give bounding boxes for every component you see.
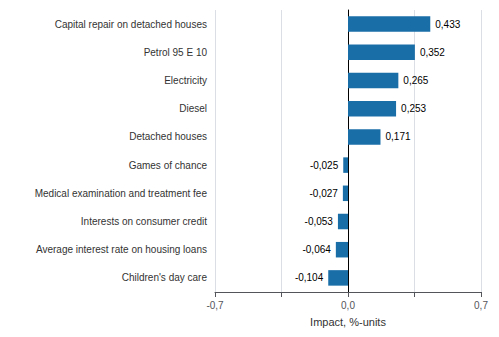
svg-text:0,0: 0,0	[341, 300, 355, 311]
svg-text:Capital repair on detached hou: Capital repair on detached houses	[55, 19, 207, 30]
svg-text:Electricity: Electricity	[164, 75, 207, 86]
svg-text:-0,064: -0,064	[302, 244, 331, 255]
svg-text:Detached houses: Detached houses	[129, 131, 207, 142]
svg-text:Games of chance: Games of chance	[129, 160, 208, 171]
svg-text:Average interest rate on housi: Average interest rate on housing loans	[36, 244, 207, 255]
svg-text:-0,027: -0,027	[310, 188, 339, 199]
svg-text:0,265: 0,265	[403, 75, 428, 86]
svg-text:-0,025: -0,025	[310, 160, 339, 171]
svg-text:Petrol 95 E 10: Petrol 95 E 10	[144, 47, 208, 58]
svg-text:0,352: 0,352	[420, 47, 445, 58]
svg-text:Children's day care: Children's day care	[122, 272, 208, 283]
svg-text:-0,104: -0,104	[295, 272, 324, 283]
svg-text:0,7: 0,7	[474, 300, 488, 311]
svg-text:Impact, %-units: Impact, %-units	[310, 316, 386, 328]
svg-text:0,433: 0,433	[435, 19, 460, 30]
svg-text:-0,053: -0,053	[305, 216, 334, 227]
svg-text:Medical examination and treatm: Medical examination and treatment fee	[35, 188, 208, 199]
svg-text:Diesel: Diesel	[179, 103, 207, 114]
svg-text:Interests on consumer credit: Interests on consumer credit	[81, 216, 207, 227]
svg-text:-0,7: -0,7	[206, 300, 224, 311]
svg-text:0,171: 0,171	[385, 131, 410, 142]
svg-text:0,253: 0,253	[401, 103, 426, 114]
